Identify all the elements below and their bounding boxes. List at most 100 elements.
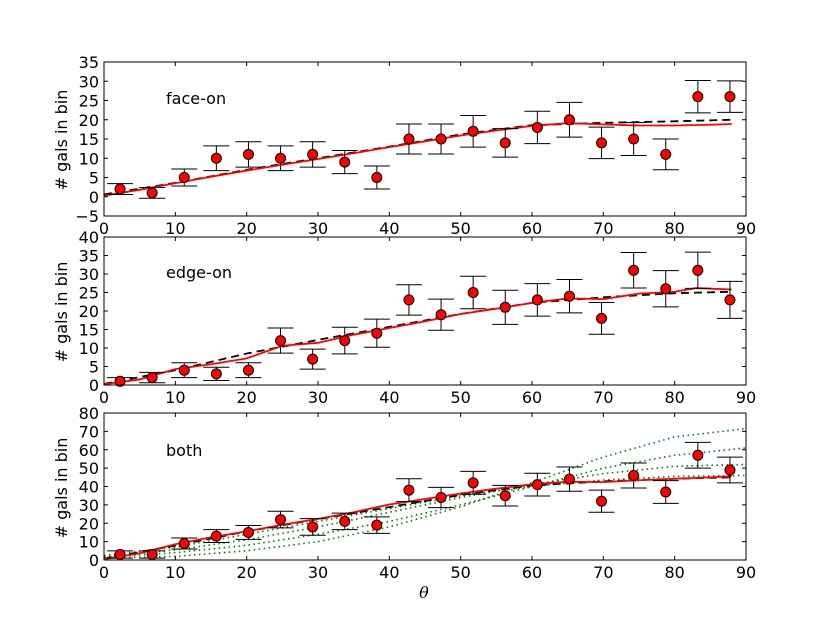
data-point bbox=[307, 148, 319, 160]
data-point bbox=[563, 290, 575, 302]
data-point bbox=[339, 335, 351, 347]
data-point bbox=[467, 287, 479, 298]
y-tick-label: 20 bbox=[79, 514, 99, 533]
data-point bbox=[531, 294, 543, 306]
y-tick-label: 10 bbox=[79, 339, 99, 358]
x-tick-label: 30 bbox=[308, 219, 328, 238]
data-point bbox=[242, 526, 254, 538]
data-point bbox=[114, 375, 126, 387]
x-tick-label: 50 bbox=[450, 219, 470, 238]
data-point bbox=[628, 264, 640, 276]
data-point bbox=[628, 469, 640, 481]
y-tick-label: 35 bbox=[79, 53, 99, 72]
data-point bbox=[660, 148, 672, 160]
data-point bbox=[692, 449, 704, 461]
data-point bbox=[531, 479, 543, 491]
y-tick-label: 70 bbox=[79, 422, 99, 441]
data-point bbox=[435, 133, 447, 145]
data-point bbox=[146, 187, 158, 199]
y-tick-label: 25 bbox=[79, 92, 99, 111]
y-axis-label-both: # gals in bin bbox=[52, 438, 71, 539]
y-tick-label: 5 bbox=[89, 169, 99, 188]
data-point bbox=[724, 294, 736, 306]
dashed-fit-line bbox=[104, 476, 732, 560]
data-point bbox=[339, 156, 351, 168]
y-tick-label: 30 bbox=[79, 265, 99, 284]
x-tick-label: 60 bbox=[522, 219, 542, 238]
y-axis-label-face-on: # gals in bin bbox=[52, 90, 71, 191]
data-point bbox=[467, 125, 479, 137]
y-tick-label: 0 bbox=[89, 551, 99, 570]
x-tick-label: 0 bbox=[99, 563, 109, 582]
data-point bbox=[339, 515, 351, 527]
data-point bbox=[146, 548, 158, 560]
data-point bbox=[499, 490, 511, 502]
data-point bbox=[563, 473, 575, 485]
data-point bbox=[275, 335, 287, 347]
data-point bbox=[178, 172, 190, 183]
data-point bbox=[499, 137, 511, 149]
panel-both: both # gals in bin θ bbox=[52, 438, 429, 602]
y-tick-label: 30 bbox=[79, 496, 99, 515]
data-point bbox=[114, 548, 126, 560]
panel-face-on: face-on # gals in bin bbox=[52, 89, 226, 190]
x-tick-label: 30 bbox=[308, 388, 328, 407]
y-axis-label-edge-on: # gals in bin bbox=[52, 262, 71, 363]
data-point bbox=[178, 537, 190, 549]
y-tick-label: 10 bbox=[79, 533, 99, 552]
data-point bbox=[724, 464, 736, 476]
data-point bbox=[660, 283, 672, 295]
x-tick-label: 90 bbox=[736, 563, 756, 582]
data-point bbox=[371, 172, 383, 183]
x-tick-label: 60 bbox=[522, 563, 542, 582]
data-point bbox=[242, 364, 254, 376]
y-tick-label: 0 bbox=[89, 376, 99, 395]
y-tick-label: 35 bbox=[79, 247, 99, 266]
y-tick-label: 5 bbox=[89, 358, 99, 377]
y-tick-label: 60 bbox=[79, 441, 99, 460]
red-fit-line bbox=[104, 122, 732, 197]
data-point bbox=[563, 114, 575, 126]
x-tick-label: 10 bbox=[165, 388, 185, 407]
data-point bbox=[403, 294, 415, 306]
x-tick-label: 60 bbox=[522, 388, 542, 407]
data-point bbox=[499, 301, 511, 313]
x-axis-label-theta: θ bbox=[419, 583, 429, 602]
y-tick-label: 25 bbox=[79, 284, 99, 303]
panel-annotation-both: both bbox=[166, 441, 202, 460]
x-tick-label: 80 bbox=[664, 219, 684, 238]
x-tick-label: 90 bbox=[736, 219, 756, 238]
panel-edge-on: edge-on # gals in bin bbox=[52, 262, 232, 363]
x-tick-label: 40 bbox=[379, 388, 399, 407]
x-tick-label: 70 bbox=[593, 563, 613, 582]
y-tick-label: 40 bbox=[79, 478, 99, 497]
x-tick-label: 80 bbox=[664, 388, 684, 407]
x-tick-label: 70 bbox=[593, 388, 613, 407]
model-curve-4 bbox=[104, 474, 746, 557]
x-tick-label: 70 bbox=[593, 219, 613, 238]
y-tick-label: 20 bbox=[79, 302, 99, 321]
data-point bbox=[275, 152, 287, 164]
data-point bbox=[531, 121, 543, 133]
data-point bbox=[371, 519, 383, 531]
data-point bbox=[178, 364, 190, 376]
x-tick-label: 90 bbox=[736, 388, 756, 407]
red-fit-line bbox=[104, 287, 732, 385]
x-tick-label: 30 bbox=[308, 563, 328, 582]
y-tick-label: 40 bbox=[79, 228, 99, 247]
y-tick-label: 15 bbox=[79, 130, 99, 149]
x-tick-label: 20 bbox=[236, 563, 256, 582]
y-tick-label: 30 bbox=[79, 72, 99, 91]
data-point bbox=[307, 521, 319, 533]
y-tick-label: 0 bbox=[89, 188, 99, 207]
x-tick-label: 40 bbox=[379, 219, 399, 238]
model-curve-3 bbox=[104, 463, 746, 558]
x-tick-label: 0 bbox=[99, 219, 109, 238]
data-point bbox=[467, 477, 479, 489]
data-point bbox=[146, 372, 158, 384]
x-tick-label: 50 bbox=[450, 563, 470, 582]
data-point bbox=[114, 183, 126, 195]
